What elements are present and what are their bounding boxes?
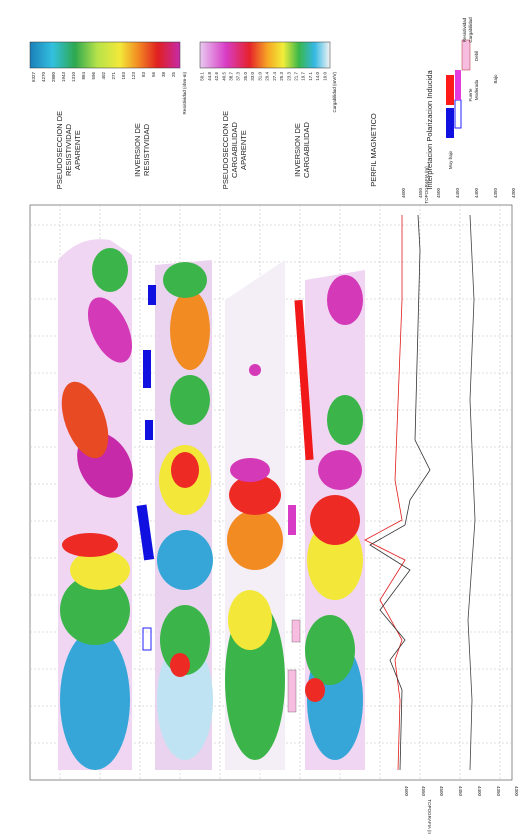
tick-label: 4350 xyxy=(496,786,501,797)
resistivity-pseudosection xyxy=(58,239,133,770)
scale-label: 123 xyxy=(131,72,136,80)
scale-label: 25 xyxy=(171,72,176,78)
scale-label: 42.6 xyxy=(214,72,219,81)
tick-label: 4300 xyxy=(511,187,516,198)
axis-title: TOPOGRAFIA (m) xyxy=(427,799,432,834)
axis-ticks: 4600 4550 4500 4450 4400 4350 4300 xyxy=(404,786,519,797)
scale-label: 271 xyxy=(111,72,116,80)
scale-label: 14.0 xyxy=(315,72,320,81)
tick-label: 4350 xyxy=(493,187,498,198)
panel-title: RESISTIVIDAD xyxy=(64,123,73,176)
scale-label: 6327 xyxy=(31,72,36,83)
panel-title: PSEUDOSECCION DE xyxy=(55,111,64,189)
scale-label: 33.0 xyxy=(250,72,255,81)
resistivity-labels: 6327 4270 2880 1943 1310 884 596 402 271 183 123 83… xyxy=(31,72,187,115)
legend-swatch xyxy=(461,39,471,71)
tick-label: 4450 xyxy=(458,786,463,797)
chargeability-inversion xyxy=(287,270,365,770)
scale-label: 1310 xyxy=(71,72,76,83)
scale-label: 21.7 xyxy=(294,72,299,81)
tick-label: 4600 xyxy=(401,187,406,198)
scale-label: 29.4 xyxy=(265,72,270,81)
axis-ticks: 4600 4550 4500 4450 4400 4350 4300 xyxy=(401,187,516,198)
chargeability-pseudosection xyxy=(225,260,285,770)
scale-title: Resistividad (ohm-m) xyxy=(182,72,187,115)
scale-label: 402 xyxy=(101,72,106,80)
tick-label: 4500 xyxy=(436,187,441,198)
panel-title: INVERSION DE xyxy=(293,123,302,177)
scale-label: 10.0 xyxy=(322,72,327,81)
chargeability-labels: 50.1 44.8 42.6 40.5 38.7 37.3 35.0 33.0 31.0 29.4… xyxy=(200,71,337,112)
scale-label: 4270 xyxy=(41,72,46,83)
legend-label: Resistividad xyxy=(462,17,467,42)
tick-label: 4550 xyxy=(421,786,426,797)
scale-label: 35.0 xyxy=(243,72,248,81)
panel-title: APARENTE xyxy=(239,130,248,170)
tick-label: 4400 xyxy=(477,786,482,797)
resistivity-colorbar xyxy=(29,41,181,69)
resistivity-inversion xyxy=(136,260,213,770)
legend: Interpretacion Polarizacion Inducida Muy… xyxy=(425,17,498,190)
profiles xyxy=(364,214,476,771)
tick-label: 4300 xyxy=(514,786,519,797)
legend-item: Fuerte xyxy=(468,88,473,102)
scale-label: 19.7 xyxy=(301,72,306,81)
scale-label: 17.1 xyxy=(308,72,313,81)
panel-title: PSEUDOSECCION DE xyxy=(221,111,230,189)
panel-title: INVERSION DE xyxy=(133,123,142,177)
scale-label: 884 xyxy=(81,72,86,80)
legend-swatch xyxy=(454,99,462,129)
tick-label: 4500 xyxy=(439,786,444,797)
panel-title: PERFIL MAGNETICO xyxy=(369,113,378,187)
scale-label: 1943 xyxy=(61,72,66,83)
legend-title: Interpretacion Polarizacion Inducida xyxy=(425,70,434,190)
scale-label: 25.3 xyxy=(279,72,284,81)
scale-label: 50.1 xyxy=(200,72,205,81)
panel-title: APARENTE xyxy=(73,130,82,170)
scale-label: 56 xyxy=(151,72,156,78)
panel-title: CARGABILIDAD xyxy=(230,121,239,177)
legend-swatch xyxy=(455,70,461,100)
panel-title: CARGABILIDAD xyxy=(302,121,311,177)
scale-label: 38.7 xyxy=(229,72,234,81)
tick-label: 4400 xyxy=(474,187,479,198)
tick-label: 4550 xyxy=(418,187,423,198)
legend-swatch xyxy=(446,75,454,105)
scale-label: 37.3 xyxy=(236,72,241,81)
legend-item: Debil xyxy=(474,51,479,61)
plot-frame xyxy=(29,204,513,781)
panel-title: RESISTIVIDAD xyxy=(142,123,151,176)
legend-label: Cargabilidad xyxy=(468,17,473,43)
scale-label: 183 xyxy=(121,72,126,80)
axis-title: TOPOGRAFIA (m) xyxy=(424,166,429,204)
scale-label: 23.3 xyxy=(286,72,291,81)
scale-label: 31.0 xyxy=(257,72,262,81)
tick-label: 4600 xyxy=(404,786,409,797)
scale-label: 44.8 xyxy=(207,72,212,81)
scale-label: 27.4 xyxy=(272,72,277,81)
legend-item: Bajo xyxy=(493,74,498,84)
scale-label: 83 xyxy=(141,72,146,78)
scale-label: 38 xyxy=(161,72,166,78)
scale-label: 40.5 xyxy=(221,72,226,81)
chargeability-colorbar xyxy=(199,41,331,69)
scale-title: Cargabilidad (mV/V) xyxy=(332,71,337,112)
legend-item: Muy bajo xyxy=(448,150,453,169)
scale-label: 2880 xyxy=(51,72,56,83)
panel-titles: PSEUDOSECCION DE RESISTIVIDAD APARENTE INVE… xyxy=(55,111,378,189)
scale-label: 596 xyxy=(91,72,96,80)
legend-swatch xyxy=(446,108,454,138)
tick-label: 4450 xyxy=(455,187,460,198)
legend-item: Moderada xyxy=(474,79,479,100)
